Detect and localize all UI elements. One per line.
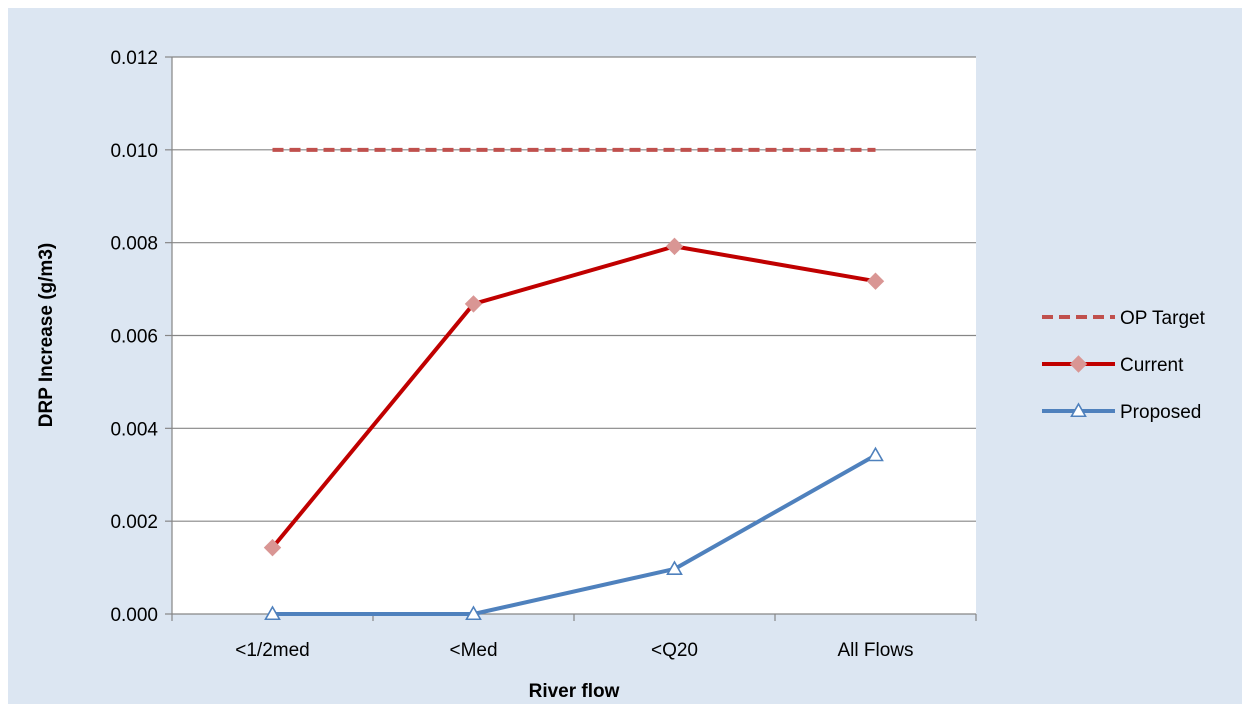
- series-line-current: [270, 244, 876, 549]
- legend-label: Proposed: [1120, 402, 1201, 423]
- data-point-current: [866, 272, 885, 290]
- series-line-proposed: [272, 453, 877, 616]
- y-tick-label: 0.004: [110, 419, 158, 440]
- legend-label: Current: [1120, 355, 1184, 376]
- data-point-proposed: [465, 605, 482, 621]
- x-tick-label: <Med: [449, 640, 497, 661]
- data-point-current: [263, 538, 282, 557]
- y-tick-label: 0.002: [110, 512, 158, 533]
- x-tick-label: All Flows: [837, 640, 913, 661]
- x-tick-label: <Q20: [651, 640, 698, 661]
- x-axis-title: River flow: [529, 681, 620, 702]
- data-point-current: [464, 295, 483, 313]
- data-point-current: [665, 237, 684, 256]
- data-point-proposed: [867, 446, 884, 462]
- data-point-proposed: [666, 560, 683, 576]
- legend-marker: [1070, 402, 1087, 418]
- legend-label: OP Target: [1120, 308, 1206, 329]
- data-point-proposed: [264, 605, 281, 621]
- y-tick-label: 0.012: [110, 48, 158, 69]
- y-tick-label: 0.006: [110, 327, 158, 348]
- y-tick-label: 0.000: [110, 605, 158, 626]
- y-tick-label: 0.008: [110, 234, 158, 255]
- x-tick-label: <1/2med: [235, 640, 309, 661]
- y-tick-label: 0.010: [110, 141, 158, 162]
- legend-marker: [1069, 355, 1088, 373]
- legend: OP Target Current Proposed: [1042, 308, 1206, 423]
- y-axis-title: DRP Increase (g/m3): [36, 243, 57, 427]
